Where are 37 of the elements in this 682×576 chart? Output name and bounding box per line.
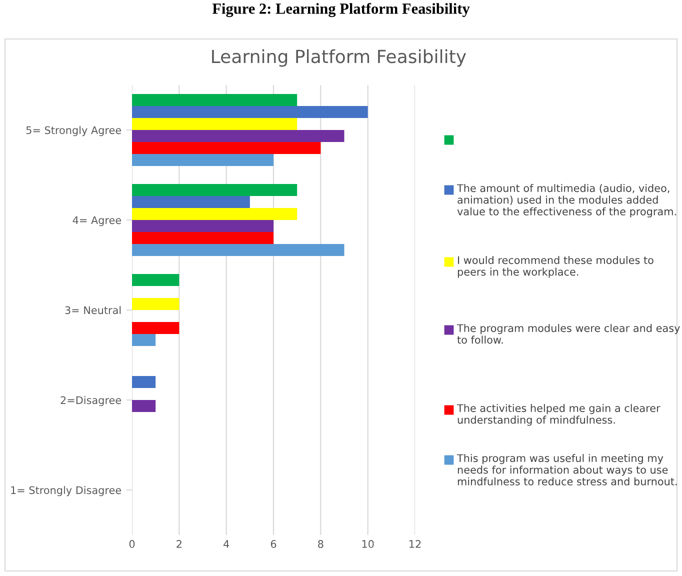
bar [132, 322, 180, 334]
y-tick-label: 2=Disagree [60, 396, 122, 406]
x-tick-label: 8 [318, 540, 324, 548]
legend-label: The activities helped me gain a clearer understanding of mindfulness. [456, 404, 660, 426]
legend-label: This program was useful in meeting my needs for information about ways to use mindfulness to reduce stress and burnout. [456, 454, 677, 486]
bar [132, 232, 274, 244]
bar [132, 220, 274, 232]
bar [132, 130, 344, 142]
bar [132, 196, 250, 208]
legend-label: The amount of multimedia (audio, video, animation) used in the modules added value to the effectiveness of the program. [456, 184, 676, 218]
x-tick-label: 4 [224, 540, 230, 548]
bar [132, 154, 274, 166]
bar [132, 118, 298, 130]
caption: Figure 2: Learning Platform Feasibility [212, 2, 470, 18]
y-tick-label: 4= Agree [72, 216, 122, 226]
bar [132, 208, 298, 220]
y-tick-label: 1= Strongly Disagree [11, 486, 122, 496]
chart-title: Learning Platform Feasibility [212, 49, 466, 67]
y-tick-label: 5= Strongly Agree [26, 126, 122, 136]
x-tick-label: 0 [129, 540, 135, 548]
bar [132, 376, 156, 388]
legend-label: The program modules were clear and easy to follow. [456, 324, 680, 344]
x-tick-label: 12 [410, 540, 421, 548]
bar [132, 244, 344, 256]
bar [132, 274, 180, 286]
bar [132, 334, 156, 346]
bar [132, 94, 298, 106]
x-tick-label: 2 [176, 540, 182, 548]
bar [132, 298, 180, 310]
bar [132, 142, 321, 154]
bar [132, 184, 298, 196]
bar [132, 106, 368, 118]
legend-label: I would recommend these modules to peers in the workplace. [458, 256, 654, 278]
x-tick-label: 10 [362, 540, 374, 548]
y-tick-label: 3= Neutral [65, 306, 121, 314]
bar [132, 400, 156, 412]
x-tick-label: 6 [270, 540, 276, 548]
